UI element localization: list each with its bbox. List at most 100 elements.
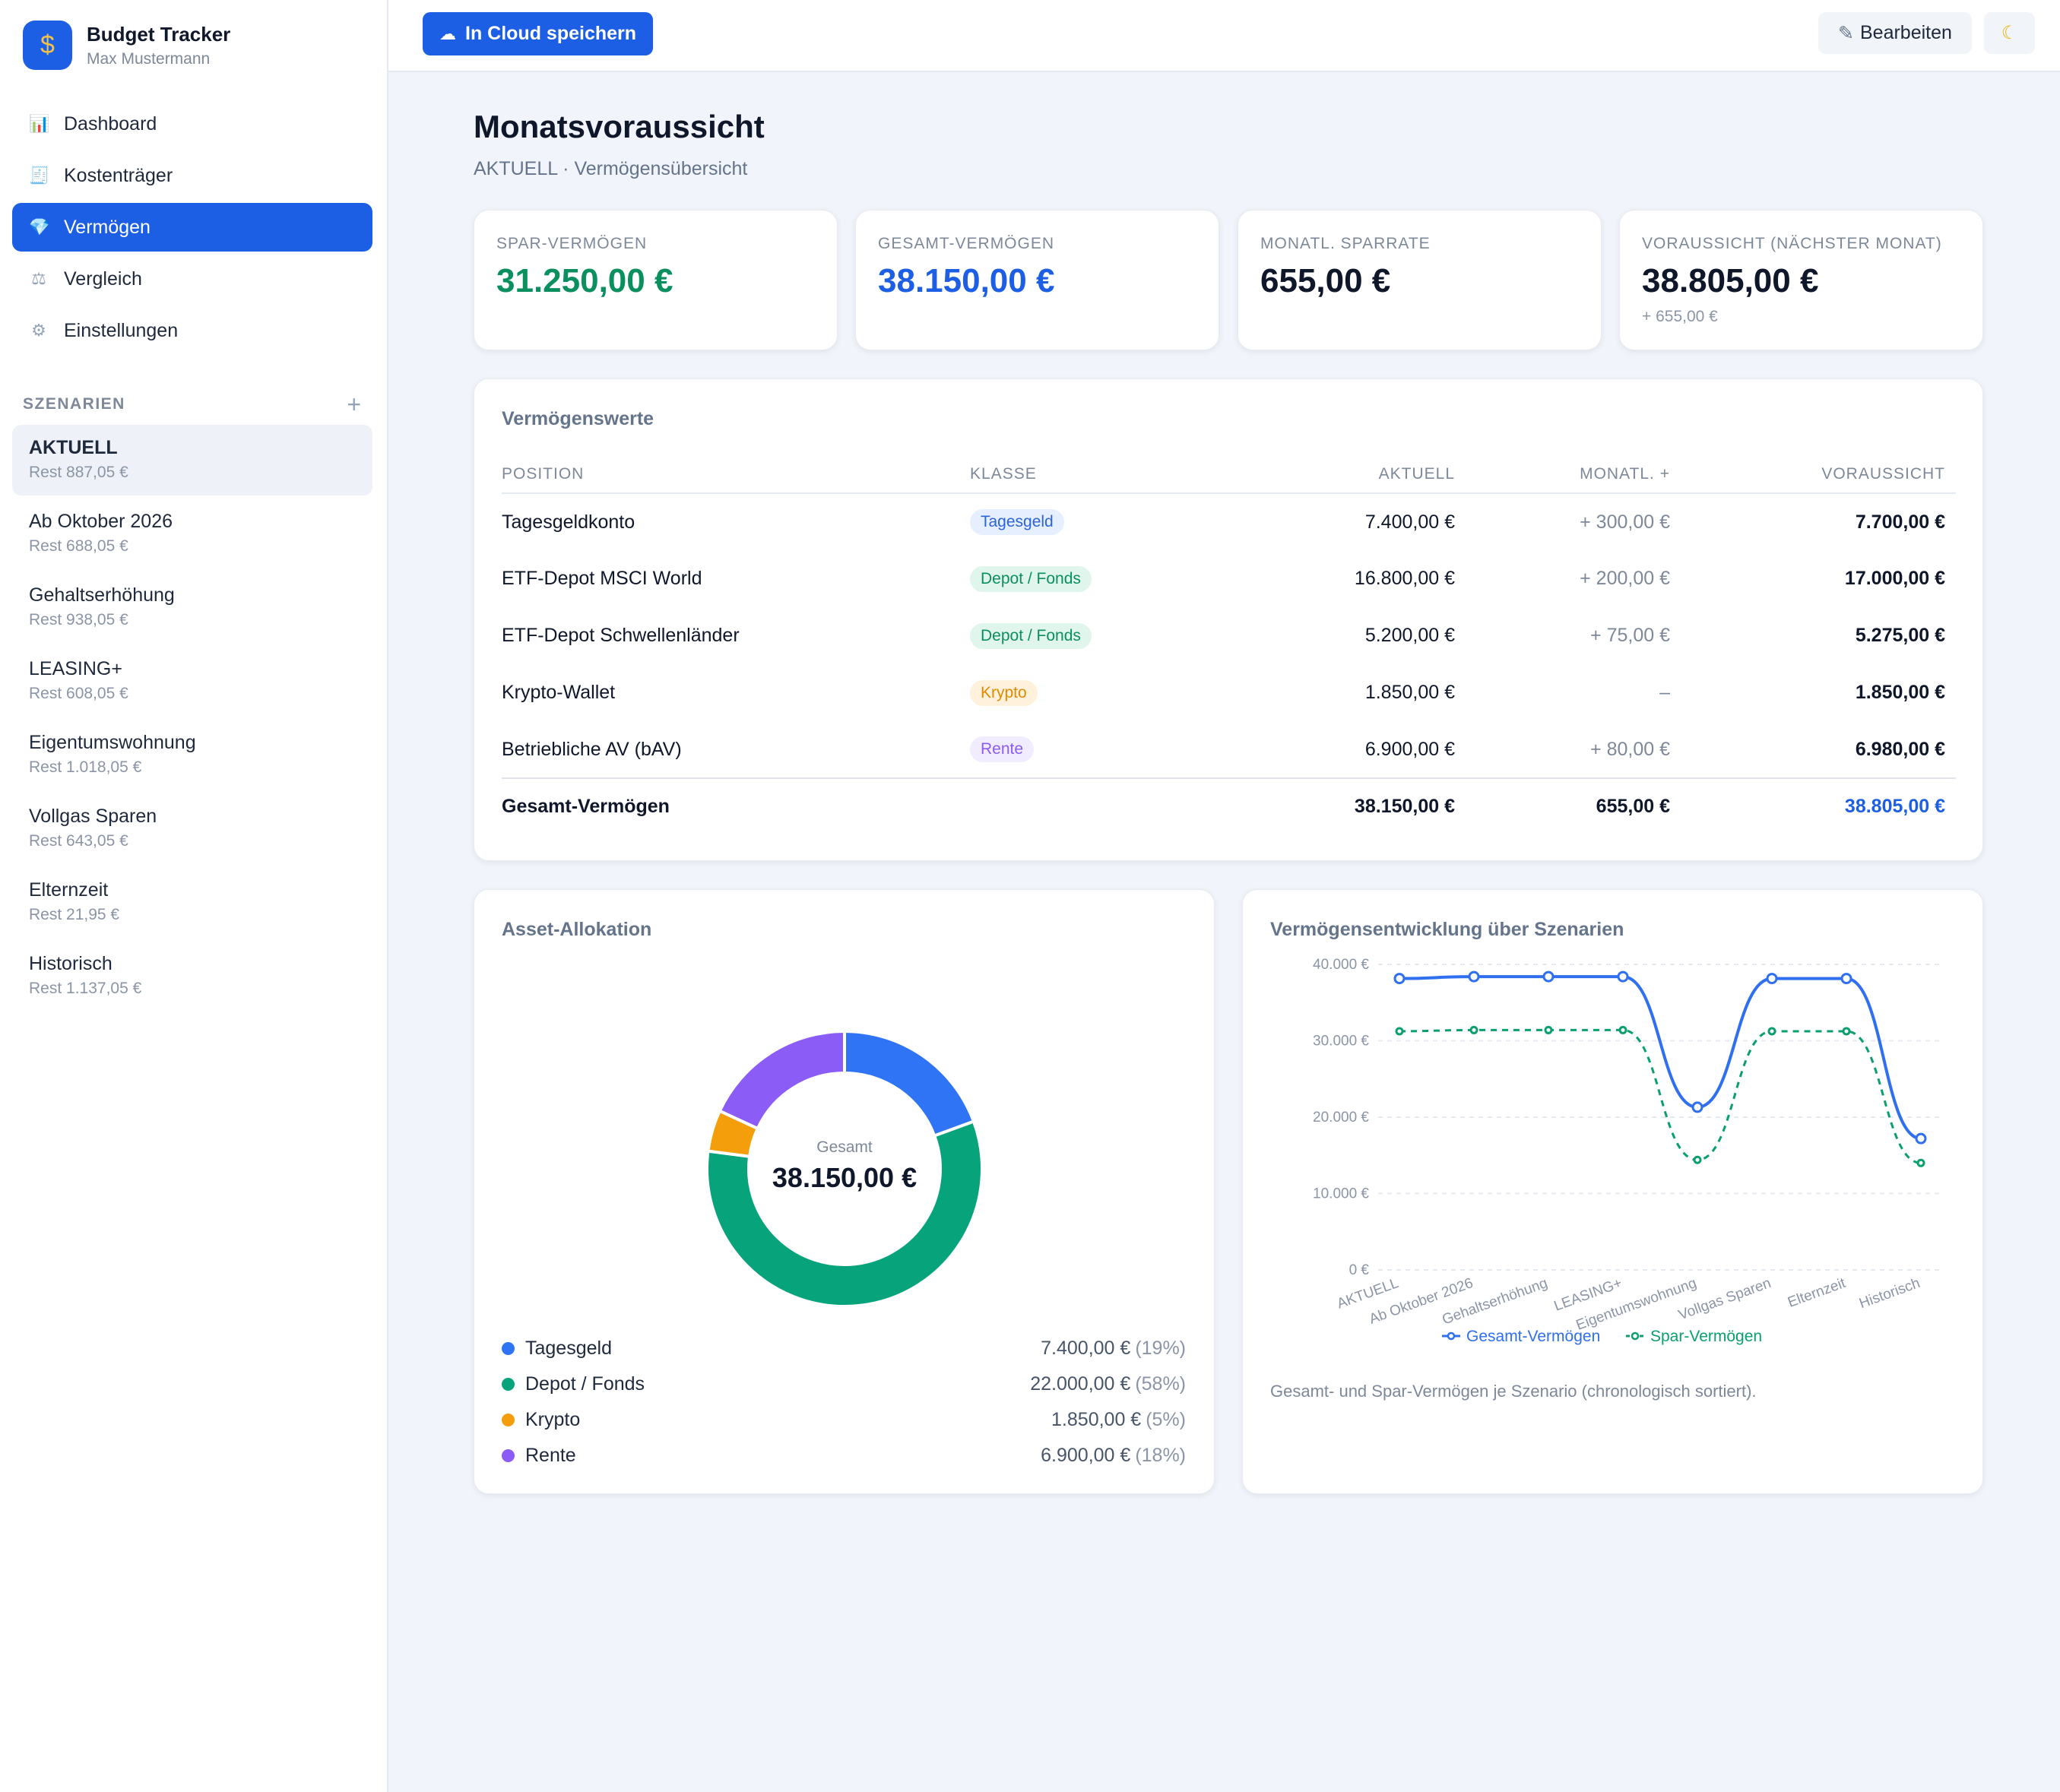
main-nav: 📊 Dashboard 🧾 Kostenträger 💎 Vermögen ⚖ … [12,100,372,358]
sidebar: $ Budget Tracker Max Mustermann 📊 Dashbo… [0,0,388,1792]
legend-item: Krypto 1.850,00 € (5%) [502,1404,1186,1435]
scenario-item[interactable]: Elternzeit Rest 21,95 € [12,867,372,938]
table-row[interactable]: ETF-Depot Schwellenländer Depot / Fonds … [502,607,1956,664]
cloud-icon: ☁ [439,24,456,43]
nav-label: Dashboard [64,112,157,135]
scenario-item[interactable]: LEASING+ Rest 608,05 € [12,646,372,717]
donut-slice-rente[interactable] [718,1029,846,1131]
forecast-cell: 5.275,00 € [1855,625,1945,646]
donut-slice-tagesgeld[interactable] [843,1029,976,1138]
scenario-rest: Rest 688,05 € [29,537,128,555]
table-row[interactable]: ETF-Depot MSCI World Depot / Fonds 16.80… [502,550,1956,607]
legend-label: Depot / Fonds [525,1372,645,1395]
trend-line-chart: 0 €10.000 €20.000 €30.000 €40.000 €AKTUE… [1313,957,1942,1345]
total-monthly: 655,00 € [1466,777,1681,834]
legend-percent: (18%) [1135,1444,1186,1466]
class-badge: Tagesgeld [970,509,1064,535]
allocation-title: Asset-Allokation [502,919,652,940]
empty-cell [970,777,1233,834]
assets-title: Vermögenswerte [502,408,654,429]
scenario-item[interactable]: Vollgas Sparen Rest 643,05 € [12,793,372,864]
donut-slice-depot-fonds[interactable] [705,1119,984,1308]
column-header: KLASSE [970,455,1233,494]
scenario-item[interactable]: Eigentumswohnung Rest 1.018,05 € [12,720,372,790]
scenario-item[interactable]: Ab Oktober 2026 Rest 688,05 € [12,499,372,569]
legend-label: Gesamt-Vermögen [1466,1328,1600,1345]
legend-label: Rente [525,1444,576,1466]
gear-icon: ⚙ [31,321,46,340]
data-point[interactable] [1693,1155,1702,1164]
forecast-cell: 7.700,00 € [1855,511,1945,533]
class-cell: Depot / Fonds [970,550,1233,607]
current-cell: 1.850,00 € [1364,682,1455,703]
add-scenario-button[interactable]: + [347,391,361,418]
y-tick-label: 0 € [1349,1262,1370,1278]
data-point[interactable] [1840,973,1852,985]
scenario-item[interactable]: Historisch Rest 1.137,05 € [12,941,372,1012]
scenario-rest: Rest 21,95 € [29,906,120,923]
legend-label: Tagesgeld [525,1337,612,1359]
monthly-cell: – [1659,682,1670,703]
data-point[interactable] [1767,1027,1776,1036]
scenario-list: AKTUELL Rest 887,05 € Ab Oktober 2026 Rest… [12,425,372,1015]
y-tick-label: 20.000 € [1313,1110,1369,1126]
class-cell: Rente [970,721,1233,778]
legend-value: 7.400,00 € [1041,1337,1131,1359]
total-forecast: 38.805,00 € [1681,777,1956,834]
data-point[interactable] [1842,1027,1851,1036]
table-row[interactable]: Krypto-Wallet Krypto 1.850,00 € – 1.850,… [502,664,1956,721]
scenario-rest: Rest 887,05 € [29,464,128,481]
x-tick-label: Elternzeit [1786,1275,1848,1311]
edit-label: Bearbeiten [1860,22,1952,43]
nav-item-dashboard[interactable]: 📊 Dashboard [12,100,372,148]
trend-note: Gesamt- und Spar-Vermögen je Szenario (c… [1270,1382,1757,1401]
scenario-item[interactable]: Gehaltserhöhung Rest 938,05 € [12,572,372,643]
table-header-row: POSITION KLASSE AKTUELL MONATL. + VORAUS… [502,455,1956,494]
monthly-cell: + 80,00 € [1590,738,1670,760]
scenario-name: Ab Oktober 2026 [29,511,173,532]
trend-title: Vermögensentwicklung über Szenarien [1270,919,1624,940]
data-point[interactable] [1395,1027,1404,1036]
nav-item-vergleich[interactable]: ⚖ Vergleich [12,255,372,303]
brand[interactable]: $ Budget Tracker Max Mustermann [23,21,230,70]
data-point[interactable] [1618,1025,1627,1034]
scenario-name: Gehaltserhöhung [29,584,175,606]
data-point[interactable] [1542,970,1555,983]
data-point[interactable] [1393,973,1406,985]
data-point[interactable] [1544,1025,1553,1034]
legend-value: 1.850,00 € [1051,1408,1142,1430]
data-point[interactable] [1469,1025,1478,1034]
kpi-card-spar: SPAR-VERMÖGEN 31.250,00 € [474,210,838,350]
current-cell: 16.800,00 € [1354,568,1455,589]
table-row[interactable]: Betriebliche AV (bAV) Rente 6.900,00 € +… [502,721,1956,778]
save-to-cloud-button[interactable]: ☁ In Cloud speichern [423,12,654,55]
data-point[interactable] [1915,1132,1927,1145]
position-cell: ETF-Depot MSCI World [502,568,702,589]
class-badge: Depot / Fonds [970,565,1092,592]
pencil-icon: ✎ [1838,22,1854,44]
nav-item-kostentraeger[interactable]: 🧾 Kostenträger [12,151,372,200]
data-point[interactable] [1766,973,1778,985]
data-point[interactable] [1691,1101,1703,1113]
scenario-item[interactable]: AKTUELL Rest 887,05 € [12,425,372,495]
legend-value: 6.900,00 € [1041,1444,1131,1466]
nav-item-einstellungen[interactable]: ⚙ Einstellungen [12,306,372,355]
nav-item-vermoegen[interactable]: 💎 Vermögen [12,203,372,252]
table-row[interactable]: Tagesgeldkonto Tagesgeld 7.400,00 € + 30… [502,493,1956,550]
data-point[interactable] [1468,970,1480,983]
data-point[interactable] [1916,1158,1925,1167]
theme-toggle-button[interactable]: ☾ [1984,12,2035,54]
data-point[interactable] [1617,970,1629,983]
current-cell: 7.400,00 € [1364,511,1455,533]
donut-center-value: 38.150,00 € [772,1162,917,1193]
total-label: Gesamt-Vermögen [502,777,970,834]
money-bag-icon: $ [23,21,72,70]
column-header: VORAUSSICHT [1681,455,1956,494]
column-header: MONATL. + [1466,455,1681,494]
edit-button[interactable]: ✎ Bearbeiten [1818,12,1972,54]
kpi-delta: + 655,00 € [1642,308,1718,325]
legend-marker [1447,1331,1456,1341]
total-current: 38.150,00 € [1233,777,1466,834]
legend-item: Rente 6.900,00 € (18%) [502,1440,1186,1471]
current-cell: 5.200,00 € [1364,625,1455,646]
